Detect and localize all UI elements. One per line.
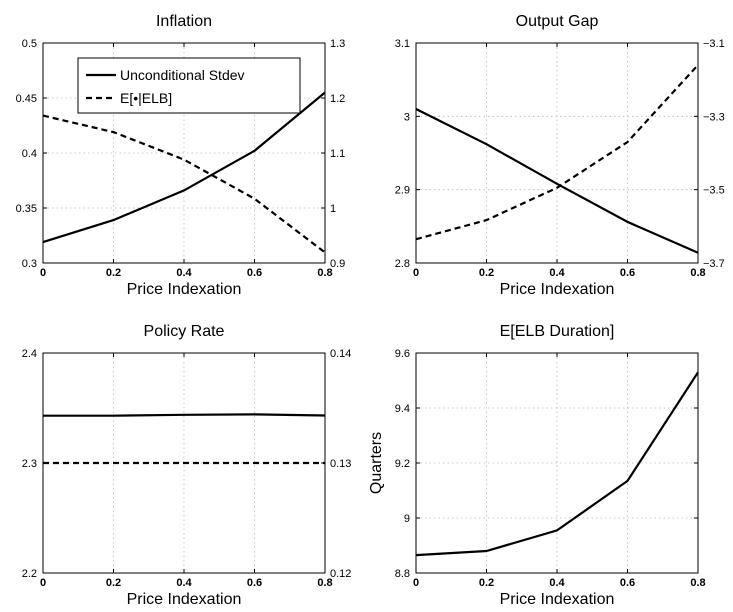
x-tick-label: 0.2 bbox=[106, 267, 121, 279]
y-tick-label: 9 bbox=[404, 513, 410, 525]
x-axis-label: Price Indexation bbox=[500, 281, 615, 298]
y-tick-label: 0.3 bbox=[22, 258, 37, 270]
y-tick-label: 2.3 bbox=[22, 458, 37, 470]
chart-inflation: 0 0.2 0.4 0.6 0.8 0.3 0.35 0.4 0.45 0.5 0.9 1 1.1 1.2… bbox=[16, 13, 346, 298]
chart-title: Inflation bbox=[156, 13, 212, 30]
legend-entry: E[•|ELB] bbox=[120, 90, 172, 106]
y2-tick-label: 0.9 bbox=[330, 258, 345, 270]
x-tick-label: 0.2 bbox=[106, 577, 121, 589]
x-tick-label: 0.4 bbox=[176, 267, 192, 279]
y2-tick-label: 1.1 bbox=[330, 148, 345, 160]
legend-entry: Unconditional Stdev bbox=[120, 67, 245, 83]
series-line-solid bbox=[415, 371, 699, 557]
legend-box bbox=[77, 57, 301, 114]
series-line-dashed bbox=[42, 114, 326, 254]
y-tick-label: 3 bbox=[404, 111, 410, 123]
x-axis-label: Price Indexation bbox=[127, 281, 242, 298]
y-tick-label: 9.2 bbox=[395, 458, 410, 470]
y-tick-label: 9.4 bbox=[395, 403, 410, 415]
x-tick-label: 0.8 bbox=[317, 267, 332, 279]
x-tick-label: 0.2 bbox=[479, 267, 494, 279]
y-axis-label: Quarters bbox=[368, 432, 385, 494]
series-line-solid bbox=[43, 413, 326, 417]
x-tick-label: 0.8 bbox=[690, 267, 705, 279]
series-line-solid bbox=[415, 108, 699, 254]
x-tick-label: 0.2 bbox=[479, 577, 494, 589]
y2-tick-label: 0.13 bbox=[330, 458, 351, 470]
y-tick-label: 8.8 bbox=[395, 568, 410, 580]
y-tick-label: 2.9 bbox=[395, 185, 410, 197]
chart-policy-rate: 0 0.2 0.4 0.6 0.8 2.2 2.3 2.4 0.12 0.13 0.14 Policy… bbox=[22, 323, 352, 608]
y-tick-label: 3.1 bbox=[395, 38, 410, 50]
y-tick-label: 2.4 bbox=[22, 348, 37, 360]
x-tick-label: 0.6 bbox=[620, 577, 635, 589]
x-tick-label: 0.6 bbox=[620, 267, 635, 279]
x-tick-label: 0.8 bbox=[690, 577, 705, 589]
y2-tick-label: −3.5 bbox=[703, 185, 725, 197]
x-tick-label: 0 bbox=[40, 267, 46, 279]
chart-title: Policy Rate bbox=[144, 323, 225, 340]
chart-title: Output Gap bbox=[516, 13, 599, 30]
x-tick-label: 0 bbox=[413, 577, 419, 589]
y2-tick-label: 1.3 bbox=[330, 38, 345, 50]
y-tick-label: 0.4 bbox=[22, 148, 37, 160]
y-tick-label: 2.2 bbox=[22, 568, 37, 580]
x-tick-label: 0 bbox=[413, 267, 419, 279]
y-tick-label: 9.6 bbox=[395, 348, 410, 360]
y-tick-label: 0.45 bbox=[16, 93, 37, 105]
x-tick-label: 0.6 bbox=[247, 267, 262, 279]
x-tick-label: 0.8 bbox=[317, 577, 332, 589]
x-tick-label: 0.4 bbox=[176, 577, 192, 589]
x-axis-label: Price Indexation bbox=[500, 591, 615, 608]
chart-output-gap: 0 0.2 0.4 0.6 0.8 2.8 2.9 3 3.1 −3.7 −3.5 −3.3 −3.1 O… bbox=[395, 13, 725, 298]
series-line-dashed bbox=[415, 64, 699, 241]
x-tick-label: 0.4 bbox=[549, 267, 565, 279]
x-tick-label: 0.4 bbox=[549, 577, 565, 589]
y2-tick-label: 0.12 bbox=[330, 568, 351, 580]
y2-tick-label: 1 bbox=[330, 203, 336, 215]
legend: Unconditional Stdev E[•|ELB] bbox=[77, 57, 301, 114]
chart-elb-duration: 0 0.2 0.4 0.6 0.8 8.8 9 9.2 9.4 9.6 E[ELB Duration… bbox=[368, 323, 706, 608]
y-tick-label: 2.8 bbox=[395, 258, 410, 270]
chart-title: E[ELB Duration] bbox=[500, 323, 615, 340]
y2-tick-label: −3.3 bbox=[703, 111, 725, 123]
x-tick-label: 0.6 bbox=[247, 577, 262, 589]
y2-tick-label: 1.2 bbox=[330, 93, 345, 105]
x-tick-label: 0 bbox=[40, 577, 46, 589]
y-tick-label: 0.35 bbox=[16, 203, 37, 215]
series-line-solid bbox=[42, 91, 326, 244]
y2-tick-label: 0.14 bbox=[330, 348, 351, 360]
y2-tick-label: −3.7 bbox=[703, 258, 725, 270]
y-tick-label: 0.5 bbox=[22, 38, 37, 50]
x-axis-label: Price Indexation bbox=[127, 591, 242, 608]
y2-tick-label: −3.1 bbox=[703, 38, 725, 50]
